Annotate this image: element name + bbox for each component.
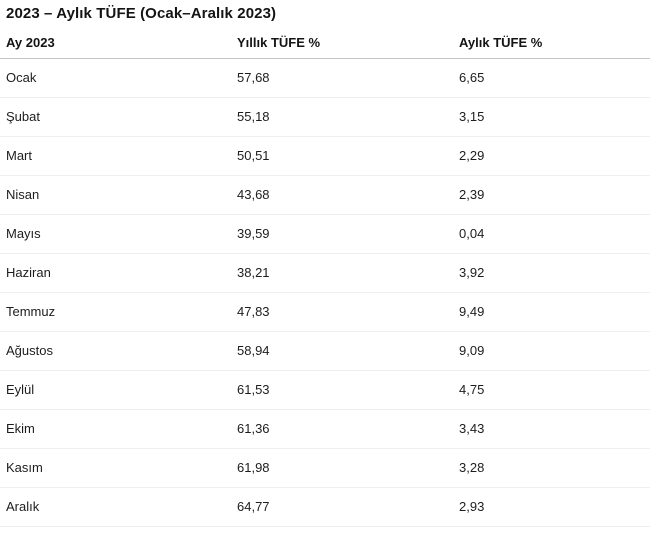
- monthly-tufe-cell: 3,92: [459, 253, 650, 293]
- annual-tufe-cell: 58,94: [237, 331, 459, 371]
- monthly-tufe-cell: 9,49: [459, 292, 650, 332]
- column-header-month: Ay 2023: [0, 28, 237, 59]
- annual-tufe-cell: 61,98: [237, 448, 459, 488]
- month-cell: Mayıs: [0, 214, 237, 254]
- month-cell: Ocak: [0, 58, 237, 98]
- monthly-tufe-cell: 0,04: [459, 214, 650, 254]
- monthly-tufe-cell: 4,75: [459, 370, 650, 410]
- month-cell: Haziran: [0, 253, 237, 293]
- month-cell: Eylül: [0, 370, 237, 410]
- annual-tufe-cell: 38,21: [237, 253, 459, 293]
- tufe-table: Ay 2023 Yıllık TÜFE % Aylık TÜFE % Ocak …: [0, 28, 650, 527]
- table-row: Ekim 61,36 3,43: [0, 409, 650, 449]
- table-header-row: Ay 2023 Yıllık TÜFE % Aylık TÜFE %: [0, 28, 650, 59]
- monthly-tufe-cell: 3,43: [459, 409, 650, 449]
- monthly-tufe-cell: 9,09: [459, 331, 650, 371]
- monthly-tufe-cell: 2,39: [459, 175, 650, 215]
- month-cell: Kasım: [0, 448, 237, 488]
- table-row: Nisan 43,68 2,39: [0, 175, 650, 215]
- table-row: Mayıs 39,59 0,04: [0, 214, 650, 254]
- table-row: Ocak 57,68 6,65: [0, 58, 650, 98]
- month-cell: Nisan: [0, 175, 237, 215]
- annual-tufe-cell: 55,18: [237, 97, 459, 137]
- table-row: Aralık 64,77 2,93: [0, 487, 650, 527]
- annual-tufe-cell: 43,68: [237, 175, 459, 215]
- annual-tufe-cell: 64,77: [237, 487, 459, 527]
- annual-tufe-cell: 57,68: [237, 58, 459, 98]
- annual-tufe-cell: 39,59: [237, 214, 459, 254]
- table-row: Haziran 38,21 3,92: [0, 253, 650, 293]
- table-row: Şubat 55,18 3,15: [0, 97, 650, 137]
- month-cell: Temmuz: [0, 292, 237, 332]
- monthly-tufe-cell: 3,15: [459, 97, 650, 137]
- annual-tufe-cell: 61,53: [237, 370, 459, 410]
- month-cell: Ekim: [0, 409, 237, 449]
- month-cell: Aralık: [0, 487, 237, 527]
- annual-tufe-cell: 47,83: [237, 292, 459, 332]
- column-header-monthly-tufe: Aylık TÜFE %: [459, 28, 650, 59]
- monthly-tufe-cell: 2,93: [459, 487, 650, 527]
- page-title: 2023 – Aylık TÜFE (Ocak–Aralık 2023): [6, 5, 277, 22]
- annual-tufe-cell: 61,36: [237, 409, 459, 449]
- table-row: Kasım 61,98 3,28: [0, 448, 650, 488]
- table-row: Eylül 61,53 4,75: [0, 370, 650, 410]
- table-body: Ocak 57,68 6,65 Şubat 55,18 3,15 Mart 50…: [0, 58, 650, 527]
- table-row: Ağustos 58,94 9,09: [0, 331, 650, 371]
- monthly-tufe-cell: 2,29: [459, 136, 650, 176]
- table-row: Temmuz 47,83 9,49: [0, 292, 650, 332]
- month-cell: Mart: [0, 136, 237, 176]
- table-header: Ay 2023 Yıllık TÜFE % Aylık TÜFE %: [0, 28, 650, 59]
- table-row: Mart 50,51 2,29: [0, 136, 650, 176]
- month-cell: Şubat: [0, 97, 237, 137]
- column-header-annual-tufe: Yıllık TÜFE %: [237, 28, 459, 59]
- monthly-tufe-cell: 6,65: [459, 58, 650, 98]
- monthly-tufe-cell: 3,28: [459, 448, 650, 488]
- month-cell: Ağustos: [0, 331, 237, 371]
- annual-tufe-cell: 50,51: [237, 136, 459, 176]
